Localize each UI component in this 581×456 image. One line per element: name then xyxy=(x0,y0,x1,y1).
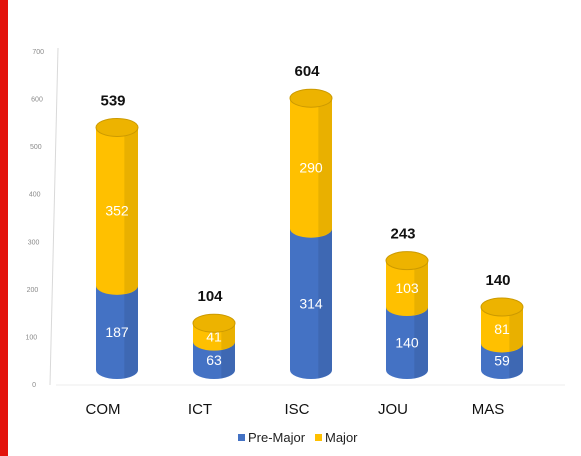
x-category-label: ICT xyxy=(188,401,212,418)
bar-shade xyxy=(318,98,332,237)
y-axis-line xyxy=(49,47,59,386)
bar-shade xyxy=(414,307,428,379)
bar-shade xyxy=(509,343,523,379)
segment-value-label: 59 xyxy=(494,353,510,369)
legend-swatch xyxy=(315,434,322,441)
bar-shade xyxy=(221,323,235,350)
total-value-label: 140 xyxy=(485,272,510,289)
x-category-label: ISC xyxy=(284,401,309,418)
y-tick-label: 700 xyxy=(32,49,44,56)
segment-value-label: 140 xyxy=(395,335,419,351)
total-value-label: 104 xyxy=(197,288,223,305)
bar-top-cap xyxy=(480,297,524,317)
segment-value-label: 352 xyxy=(105,203,129,219)
y-tick-label: 0 xyxy=(32,382,36,389)
x-category-label: COM xyxy=(86,401,121,418)
bar-shade xyxy=(124,127,138,294)
y-tick-label: 400 xyxy=(29,192,41,199)
bar-top-cap xyxy=(385,251,429,271)
y-tick-label: 200 xyxy=(27,287,39,294)
bar-shade xyxy=(124,285,138,379)
y-tick-label: 500 xyxy=(30,144,42,151)
total-value-label: 604 xyxy=(294,63,320,80)
bar-shade xyxy=(414,260,428,316)
bar-top-cap xyxy=(289,88,333,108)
total-value-label: 243 xyxy=(390,226,415,243)
segment-value-label: 290 xyxy=(299,159,323,175)
segment-value-label: 314 xyxy=(299,295,323,311)
red-border xyxy=(0,0,8,456)
y-tick-label: 300 xyxy=(28,239,40,246)
y-tick-label: 100 xyxy=(25,334,37,341)
legend-swatch xyxy=(238,434,245,441)
x-category-label: MAS xyxy=(472,401,505,418)
bar-shade xyxy=(509,307,523,352)
bar-shade xyxy=(318,228,332,379)
legend-label: Major xyxy=(325,430,358,445)
bar-shade xyxy=(221,341,235,379)
y-tick-label: 600 xyxy=(31,97,43,104)
total-value-label: 539 xyxy=(100,92,125,109)
x-category-label: JOU xyxy=(378,401,408,418)
segment-value-label: 63 xyxy=(206,352,222,368)
segment-value-label: 187 xyxy=(105,324,129,340)
segment-value-label: 81 xyxy=(494,321,510,337)
segment-value-label: 103 xyxy=(395,280,419,296)
bar-top-cap xyxy=(192,313,236,333)
bar-top-cap xyxy=(95,117,139,137)
legend-label: Pre-Major xyxy=(248,430,306,445)
